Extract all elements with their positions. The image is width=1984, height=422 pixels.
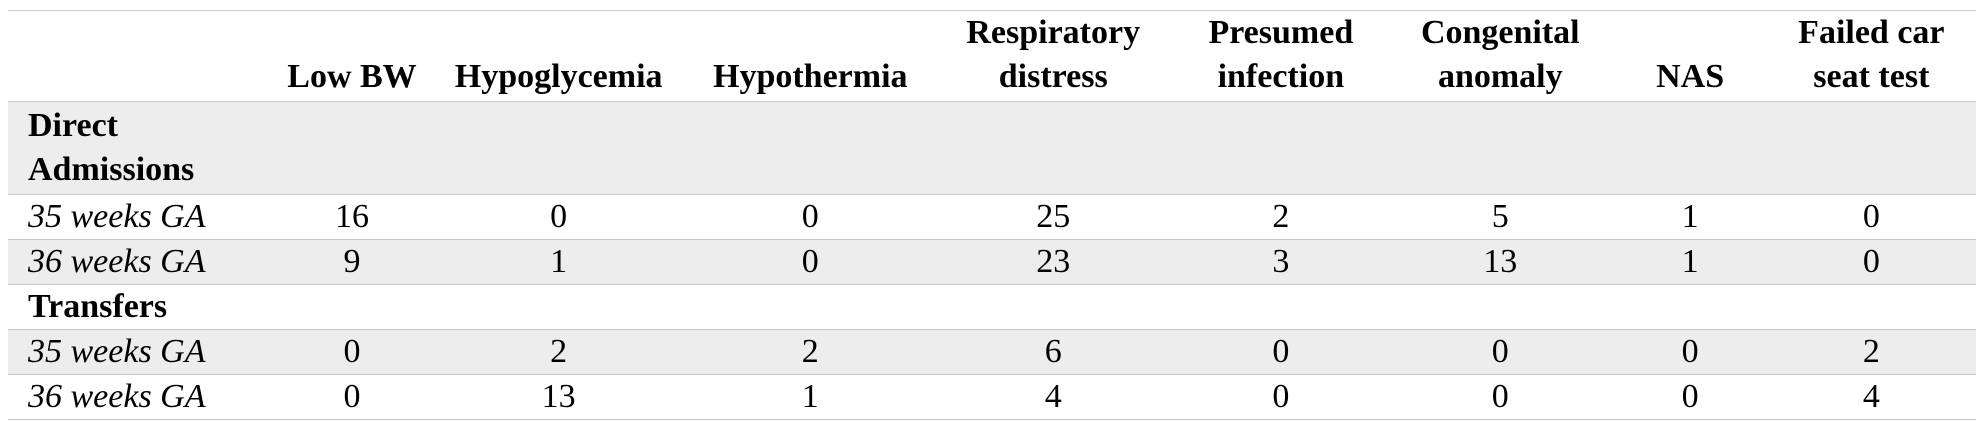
group-label-text: Direct Admissions	[28, 107, 195, 188]
cell-nas: 1	[1613, 194, 1767, 240]
header-presumed-infection: Presumed infection	[1174, 10, 1387, 102]
cell-nas: 1	[1613, 239, 1767, 285]
table-row: 35 weeks GA 16 0 0 25 2 5 1 0	[8, 194, 1976, 240]
cell-low-bw: 0	[275, 374, 429, 420]
cell-low-bw: 16	[275, 194, 429, 240]
table-row: 36 weeks GA 0 13 1 4 0 0 0 4	[8, 374, 1976, 420]
header-nas: NAS	[1613, 10, 1767, 102]
cell-hypothermia: 0	[688, 194, 932, 240]
cell-hypothermia: 2	[688, 329, 932, 375]
outcomes-table: Low BW Hypoglycemia Hypothermia Respirat…	[8, 10, 1976, 420]
row-label: 35 weeks GA	[8, 194, 276, 240]
cell-hypoglycemia: 2	[428, 329, 689, 375]
cell-respiratory-distress: 6	[931, 329, 1175, 375]
cell-presumed-infection: 3	[1174, 239, 1387, 285]
row-label: 35 weeks GA	[8, 329, 276, 375]
cell-respiratory-distress: 4	[931, 374, 1175, 420]
cell-hypothermia: 1	[688, 374, 932, 420]
table-row: 36 weeks GA 9 1 0 23 3 13 1 0	[8, 239, 1976, 285]
cell-hypothermia: 0	[688, 239, 932, 285]
header-blank	[8, 10, 276, 102]
row-label: 36 weeks GA	[8, 239, 276, 285]
header-failed-car-seat-test: Failed car seat test	[1766, 10, 1976, 102]
group-row-transfers: Transfers	[8, 284, 1976, 330]
group-row-direct-admissions: Direct Admissions	[8, 101, 1976, 195]
header-hypoglycemia: Hypoglycemia	[428, 10, 689, 102]
cell-hypoglycemia: 1	[428, 239, 689, 285]
group-label: Transfers	[8, 284, 1976, 330]
cell-congenital-anomaly: 0	[1387, 374, 1614, 420]
cell-respiratory-distress: 23	[931, 239, 1175, 285]
cell-respiratory-distress: 25	[931, 194, 1175, 240]
cell-failed-car-seat-test: 0	[1766, 239, 1976, 285]
cell-nas: 0	[1613, 374, 1767, 420]
header-low-bw: Low BW	[275, 10, 429, 102]
cell-hypoglycemia: 0	[428, 194, 689, 240]
cell-presumed-infection: 2	[1174, 194, 1387, 240]
cell-congenital-anomaly: 13	[1387, 239, 1614, 285]
cell-presumed-infection: 0	[1174, 374, 1387, 420]
cell-low-bw: 9	[275, 239, 429, 285]
header-row: Low BW Hypoglycemia Hypothermia Respirat…	[8, 10, 1976, 102]
row-label: 36 weeks GA	[8, 374, 276, 420]
cell-failed-car-seat-test: 0	[1766, 194, 1976, 240]
cell-congenital-anomaly: 5	[1387, 194, 1614, 240]
cell-nas: 0	[1613, 329, 1767, 375]
cell-congenital-anomaly: 0	[1387, 329, 1614, 375]
cell-low-bw: 0	[275, 329, 429, 375]
cell-presumed-infection: 0	[1174, 329, 1387, 375]
cell-failed-car-seat-test: 2	[1766, 329, 1976, 375]
group-label: Direct Admissions	[8, 101, 1976, 195]
cell-failed-car-seat-test: 4	[1766, 374, 1976, 420]
cell-hypoglycemia: 13	[428, 374, 689, 420]
table-row: 35 weeks GA 0 2 2 6 0 0 0 2	[8, 329, 1976, 375]
header-congenital-anomaly: Congenital anomaly	[1387, 10, 1614, 102]
header-hypothermia: Hypothermia	[688, 10, 932, 102]
header-respiratory-distress: Respiratory distress	[931, 10, 1175, 102]
